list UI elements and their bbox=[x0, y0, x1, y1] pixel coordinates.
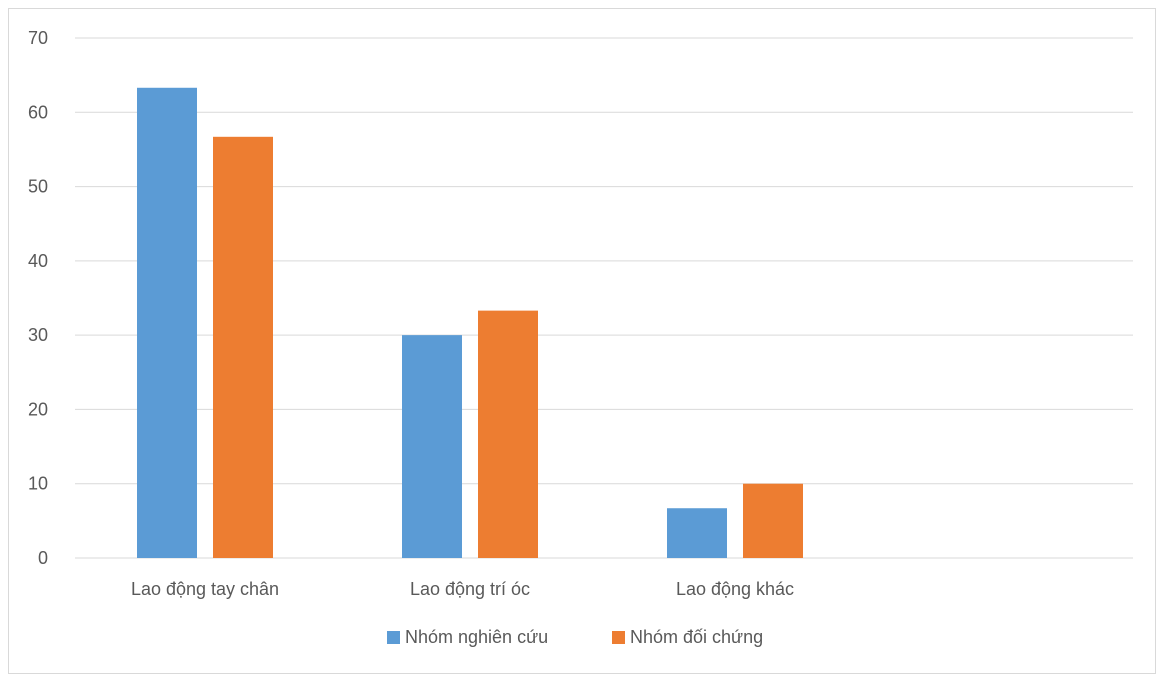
y-tick-label: 40 bbox=[28, 251, 48, 271]
bar-nghien-cuu-2 bbox=[667, 508, 727, 558]
y-tick-label: 60 bbox=[28, 102, 48, 122]
y-axis-ticks: 0 10 20 30 40 50 60 70 bbox=[28, 28, 48, 568]
x-tick-label: Lao động trí óc bbox=[410, 579, 530, 599]
bar-nghien-cuu-0 bbox=[137, 87, 197, 559]
legend: Nhóm nghiên cứu Nhóm đối chứng bbox=[387, 627, 763, 647]
y-tick-label: 30 bbox=[28, 325, 48, 345]
y-tick-label: 50 bbox=[28, 177, 48, 197]
bar-nghien-cuu-1 bbox=[402, 335, 462, 558]
x-axis-ticks: Lao động tay chân Lao động trí óc Lao động… bbox=[131, 579, 794, 599]
bars bbox=[137, 87, 803, 559]
legend-label: Nhóm đối chứng bbox=[630, 627, 763, 647]
y-tick-label: 20 bbox=[28, 399, 48, 419]
bar-doi-chung-1 bbox=[478, 310, 538, 558]
chart-frame bbox=[8, 8, 1156, 674]
legend-swatch bbox=[612, 631, 625, 644]
legend-label: Nhóm nghiên cứu bbox=[405, 627, 548, 647]
bar-doi-chung-2 bbox=[743, 483, 803, 558]
x-tick-label: Lao động khác bbox=[676, 579, 794, 599]
bar-doi-chung-0 bbox=[213, 136, 273, 559]
y-tick-label: 10 bbox=[28, 474, 48, 494]
y-tick-label: 0 bbox=[38, 548, 48, 568]
legend-swatch bbox=[387, 631, 400, 644]
x-tick-label: Lao động tay chân bbox=[131, 579, 279, 599]
y-tick-label: 70 bbox=[28, 28, 48, 48]
